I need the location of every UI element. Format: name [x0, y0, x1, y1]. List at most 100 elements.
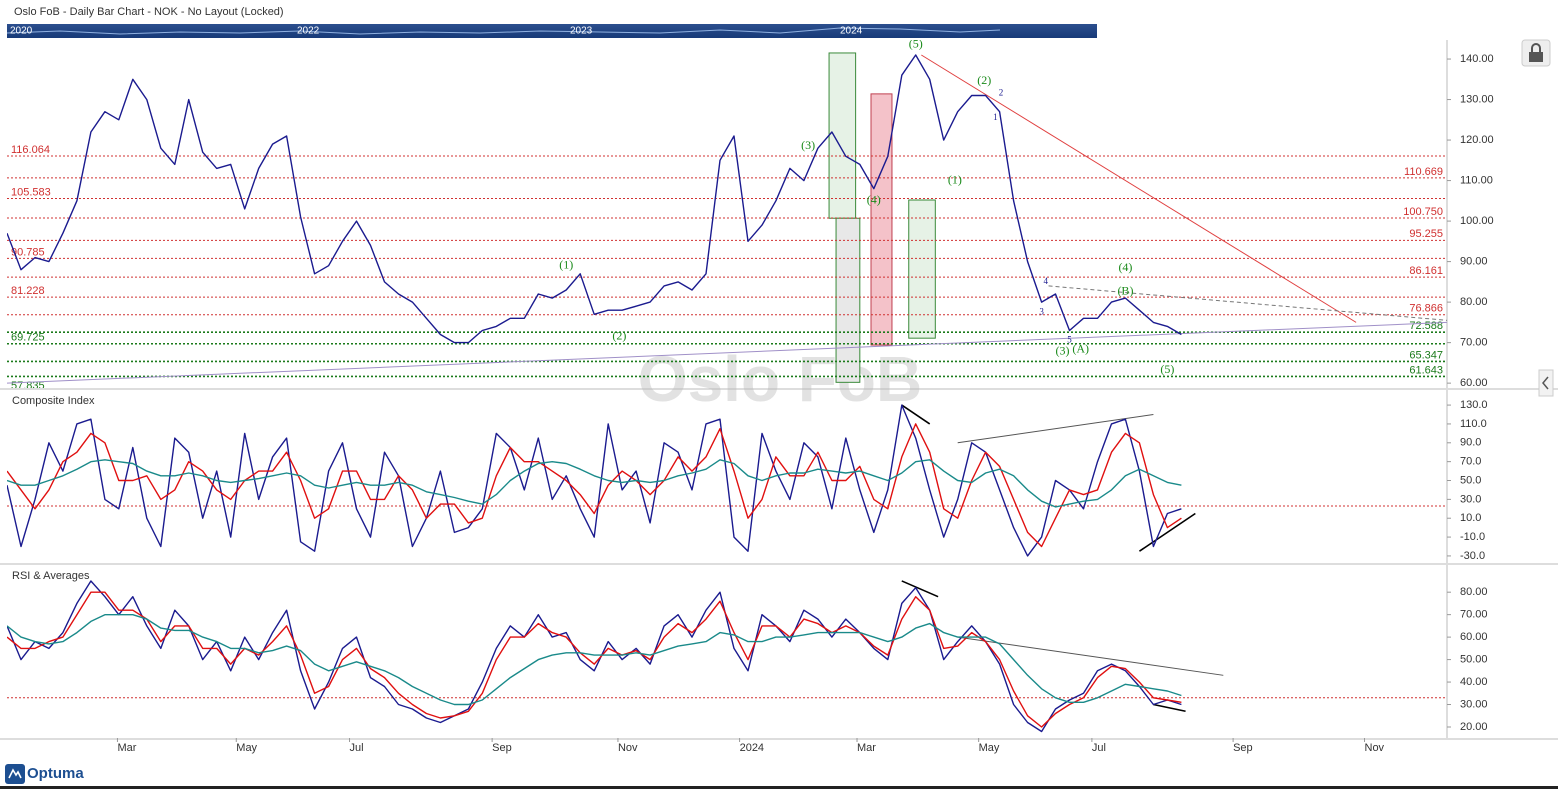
panel: -30.0 -10.0 10.0 30.0 50.0 70.0 90.0 110.0 130.0… [0, 390, 1558, 565]
trend-line [921, 54, 1357, 323]
y-tick-label: 140.00 [1460, 53, 1494, 65]
x-tick-label: Nov [618, 742, 638, 754]
wave-label: (A) [1072, 342, 1089, 356]
panel-title: RSI & Averages [12, 570, 90, 582]
y-tick-label: 60.00 [1460, 631, 1488, 643]
level-label: 57.835 [11, 380, 45, 392]
wave-label: (4) [1118, 260, 1132, 274]
level-label: 110.669 [1404, 166, 1443, 178]
trend-line [1153, 703, 1186, 713]
y-tick-label: 100.00 [1460, 215, 1494, 227]
x-tick-label: Sep [492, 742, 512, 754]
lock-button[interactable] [1521, 39, 1551, 67]
level-label: 100.750 [1403, 206, 1443, 218]
y-tick-label: 90.00 [1460, 256, 1488, 268]
trend-line [7, 321, 1447, 384]
panel-title: Composite Index [12, 395, 95, 407]
logo-mark [8, 768, 22, 779]
x-tick-label: Jul [1092, 742, 1106, 754]
trend-line [1048, 285, 1447, 321]
x-tick-label: Mar [857, 742, 876, 754]
navigator[interactable]: 2020 2022 2023 2024 [6, 24, 1097, 38]
y-tick-label: 70.00 [1460, 337, 1488, 349]
brand-logo: Optuma [5, 764, 84, 784]
side-panel-toggle[interactable] [1538, 369, 1554, 397]
navigator-year: 2022 [297, 26, 320, 37]
level-label: 116.064 [11, 144, 50, 156]
y-tick-label: 30.0 [1460, 493, 1481, 505]
trend-line [901, 404, 931, 425]
wave-label: (4) [867, 193, 881, 207]
trend-line [1138, 512, 1196, 552]
level-label: 95.255 [1409, 228, 1443, 240]
y-tick-label: 90.0 [1460, 437, 1481, 449]
lock-shackle [1531, 43, 1541, 52]
y-tick-label: 120.00 [1460, 134, 1494, 146]
level-label: 76.866 [1409, 303, 1443, 315]
wave-label: (1) [559, 257, 573, 271]
wave-box [908, 199, 936, 339]
level-label: 90.785 [11, 246, 45, 258]
wave-label: 2 [999, 88, 1004, 98]
y-tick-label: 60.00 [1460, 377, 1488, 389]
y-tick-label: 70.00 [1460, 609, 1488, 621]
panel: 116.064 110.669 105.583 100.750 95.255 90.785… [0, 40, 1558, 392]
x-tick-label: Jul [350, 742, 364, 754]
level-label: 81.228 [11, 285, 45, 297]
bottom-border [0, 786, 1558, 789]
y-tick-label: 20.00 [1460, 721, 1488, 733]
plot-area: 116.064 110.669 105.583 100.750 95.255 90.785… [7, 40, 1447, 392]
series-line [7, 459, 1182, 508]
series-line [7, 614, 1182, 706]
wave-label: 3 [1039, 306, 1044, 316]
plot-area [7, 580, 1447, 733]
x-tick-label: May [979, 742, 1000, 754]
x-tick-label: Mar [117, 742, 136, 754]
x-tick-label: May [236, 742, 257, 754]
y-tick-label: 80.00 [1460, 296, 1488, 308]
y-tick-label: -30.0 [1460, 550, 1485, 562]
level-label: 65.347 [1409, 349, 1443, 361]
y-tick-label: 130.00 [1460, 93, 1494, 105]
lock-body [1529, 52, 1543, 62]
panel: 20.00 30.00 40.00 50.00 60.00 70.00 80.00 Mar Ma… [0, 565, 1558, 754]
level-label: 105.583 [11, 186, 51, 198]
wave-box [835, 217, 861, 383]
wave-box [870, 93, 893, 346]
wave-label: (3) [1056, 343, 1070, 357]
x-tick-label: Nov [1365, 742, 1385, 754]
navigator-year: 2023 [570, 26, 593, 37]
wave-label: (3) [801, 138, 815, 152]
level-label: 72.588 [1409, 320, 1443, 332]
y-tick-label: 110.0 [1460, 418, 1487, 430]
toggle-arrow [1542, 376, 1549, 390]
watermark: Oslo FoB [638, 343, 922, 415]
wave-label: (2) [612, 328, 626, 342]
wave-box [828, 52, 857, 219]
y-tick-label: 50.0 [1460, 474, 1481, 486]
wave-label: 1 [993, 112, 998, 122]
y-tick-label: 130.0 [1460, 399, 1488, 411]
level-label: 61.643 [1409, 364, 1443, 376]
x-tick-label: Sep [1233, 742, 1253, 754]
trend-line [957, 414, 1154, 444]
trend-line [957, 636, 1224, 676]
y-tick-label: 80.00 [1460, 586, 1488, 598]
y-tick-label: 10.0 [1460, 512, 1481, 524]
navigator-sparkline [6, 27, 1001, 35]
series-line [7, 423, 1182, 548]
toggle-frame [1538, 369, 1554, 397]
series-line [7, 591, 1182, 728]
y-tick-label: -10.0 [1460, 531, 1485, 543]
y-tick-label: 50.00 [1460, 653, 1488, 665]
plots: 116.064 110.669 105.583 100.750 95.255 90.785… [0, 40, 1558, 754]
y-tick-label: 30.00 [1460, 698, 1488, 710]
navigator-year: 2024 [840, 26, 863, 37]
y-tick-label: 40.00 [1460, 676, 1488, 688]
wave-label: 4 [1044, 276, 1049, 286]
wave-label: (2) [977, 73, 991, 87]
brand-name: Optuma [27, 765, 84, 782]
wave-label: (B) [1117, 284, 1133, 298]
x-tick-label: 2024 [740, 742, 764, 754]
